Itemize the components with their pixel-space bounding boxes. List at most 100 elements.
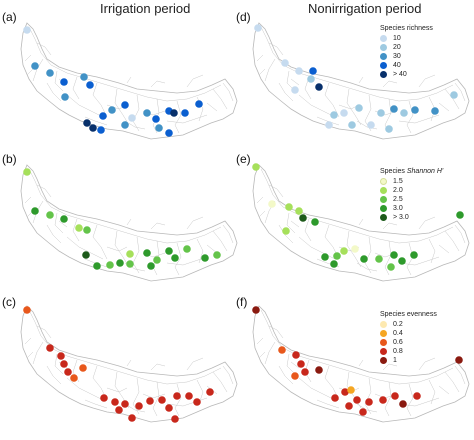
site-marker (165, 247, 173, 255)
site-marker (60, 78, 68, 86)
site-marker (285, 203, 293, 211)
site-marker (355, 104, 363, 112)
column-title-irrigation: Irrigation period (100, 1, 191, 16)
legend-swatch (380, 214, 387, 221)
site-marker (128, 114, 136, 122)
site-marker (321, 253, 329, 261)
site-marker (359, 408, 367, 416)
site-marker (341, 388, 349, 396)
site-marker (456, 211, 464, 219)
site-marker (116, 259, 124, 267)
site-marker (121, 121, 129, 129)
site-marker (299, 214, 307, 222)
site-marker (97, 126, 105, 134)
panel-label-b: (b) (2, 152, 17, 166)
site-marker (115, 406, 123, 414)
site-marker (385, 125, 393, 133)
site-marker (360, 255, 368, 263)
site-marker (295, 67, 303, 75)
site-marker (367, 121, 375, 129)
legend-label: 0.4 (393, 330, 403, 337)
legend-item: > 40 (380, 70, 433, 79)
legend-richness-title: Species richness (380, 25, 433, 32)
site-marker (79, 364, 87, 372)
site-marker (100, 394, 108, 402)
site-marker (450, 91, 458, 99)
site-marker (333, 252, 341, 260)
site-marker (195, 100, 203, 108)
legend-label: 30 (393, 53, 401, 60)
legend-swatch (380, 71, 387, 78)
site-marker (80, 73, 88, 81)
legend-label: 1.5 (393, 178, 403, 185)
panel-label-d: (d) (236, 10, 251, 24)
site-marker (31, 62, 39, 70)
legend-label: 1 (393, 357, 397, 364)
site-marker (108, 106, 116, 114)
legend-item: 10 (380, 34, 433, 43)
site-marker (99, 112, 107, 120)
map-a (20, 22, 238, 140)
legend-swatch (380, 357, 387, 364)
map-f (252, 305, 470, 423)
legend-item: 40 (380, 61, 433, 70)
site-marker (82, 251, 90, 259)
site-marker (185, 392, 193, 400)
site-marker (345, 402, 353, 410)
panel-label-a: (a) (2, 10, 17, 24)
site-marker (297, 360, 305, 368)
legend-label: 2.0 (393, 187, 403, 194)
site-marker (128, 414, 136, 422)
site-marker (23, 168, 31, 176)
legend-label: 10 (393, 35, 401, 42)
site-marker (390, 105, 398, 113)
legend-item: 2.5 (380, 195, 443, 204)
site-marker (173, 392, 181, 400)
site-marker (171, 415, 179, 423)
site-marker (181, 109, 189, 117)
site-marker (121, 101, 129, 109)
legend-label: 40 (393, 62, 401, 69)
map-d (252, 22, 470, 140)
panel-label-e: (e) (236, 152, 251, 166)
site-marker (165, 404, 173, 412)
legend-shannon-title-prefix: Species (380, 168, 407, 175)
legend-swatch (380, 44, 387, 51)
site-marker (410, 251, 418, 259)
legend-label: 0.6 (393, 339, 403, 346)
legend-swatch (380, 330, 387, 337)
legend-swatch (380, 339, 387, 346)
legend-swatch (380, 62, 387, 69)
site-marker (377, 109, 385, 117)
legend-item: 0.4 (380, 329, 437, 338)
site-marker (398, 257, 406, 265)
site-marker (315, 83, 323, 91)
site-marker (278, 346, 286, 354)
legend-label: 0.2 (393, 321, 403, 328)
site-marker (57, 352, 65, 360)
legend-shannon-title: Species Shannon H' (380, 168, 443, 175)
site-marker (143, 109, 151, 117)
legend-swatch (380, 35, 387, 42)
site-marker (146, 397, 154, 405)
site-marker (282, 227, 290, 235)
site-marker (268, 200, 276, 208)
site-marker (413, 392, 421, 400)
panel-label-f: (f) (236, 295, 248, 309)
site-marker (387, 263, 395, 271)
site-marker (83, 226, 91, 234)
site-marker (311, 218, 319, 226)
legend-item: 0.8 (380, 347, 437, 356)
site-marker (93, 262, 101, 270)
map-c (20, 305, 238, 423)
map-e (252, 163, 470, 282)
site-marker (353, 396, 361, 404)
site-marker (165, 129, 173, 137)
legend-shannon: Species Shannon H' 1.5 2.0 2.5 3.0 > 3.0 (380, 168, 443, 222)
site-marker (254, 24, 262, 32)
legend-label: 3.0 (393, 205, 403, 212)
map-b (20, 164, 238, 282)
site-marker (281, 59, 289, 67)
site-marker (46, 211, 54, 219)
site-marker (70, 374, 78, 382)
